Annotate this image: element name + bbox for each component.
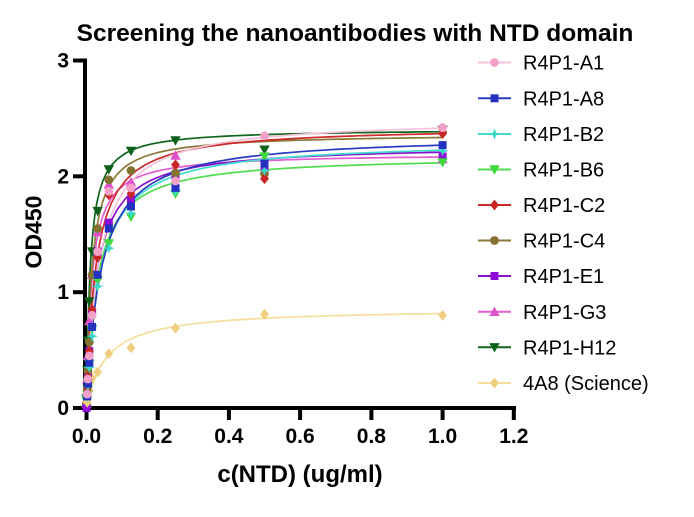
svg-text:R4P1-H12: R4P1-H12 [523,337,616,359]
svg-text:R4P1-B2: R4P1-B2 [523,124,604,146]
svg-text:0.0: 0.0 [72,425,101,448]
svg-text:0: 0 [57,397,69,420]
svg-text:R4P1-G3: R4P1-G3 [523,302,606,324]
svg-text:OD450: OD450 [21,196,47,269]
svg-text:0.6: 0.6 [285,425,314,448]
svg-text:R4P1-A1: R4P1-A1 [523,53,604,75]
svg-text:R4P1-C2: R4P1-C2 [523,195,605,217]
svg-text:1: 1 [57,281,69,304]
svg-text:0.8: 0.8 [357,425,387,448]
svg-text:c(NTD) (ug/ml): c(NTD) (ug/ml) [217,461,382,488]
svg-text:R4P1-A8: R4P1-A8 [523,88,604,110]
svg-text:R4P1-B6: R4P1-B6 [523,160,604,182]
svg-text:1.0: 1.0 [428,425,457,448]
svg-text:0.2: 0.2 [143,425,172,448]
svg-text:R4P1-E1: R4P1-E1 [523,266,604,288]
svg-text:R4P1-C4: R4P1-C4 [523,231,605,253]
svg-text:3: 3 [57,50,69,73]
svg-text:2: 2 [57,165,69,188]
svg-text:1.2: 1.2 [499,425,528,448]
svg-text:Screening the nanoantibodies w: Screening the nanoantibodies with NTD do… [77,20,634,47]
svg-text:0.4: 0.4 [214,425,244,448]
svg-text:4A8 (Science): 4A8 (Science) [523,373,649,395]
